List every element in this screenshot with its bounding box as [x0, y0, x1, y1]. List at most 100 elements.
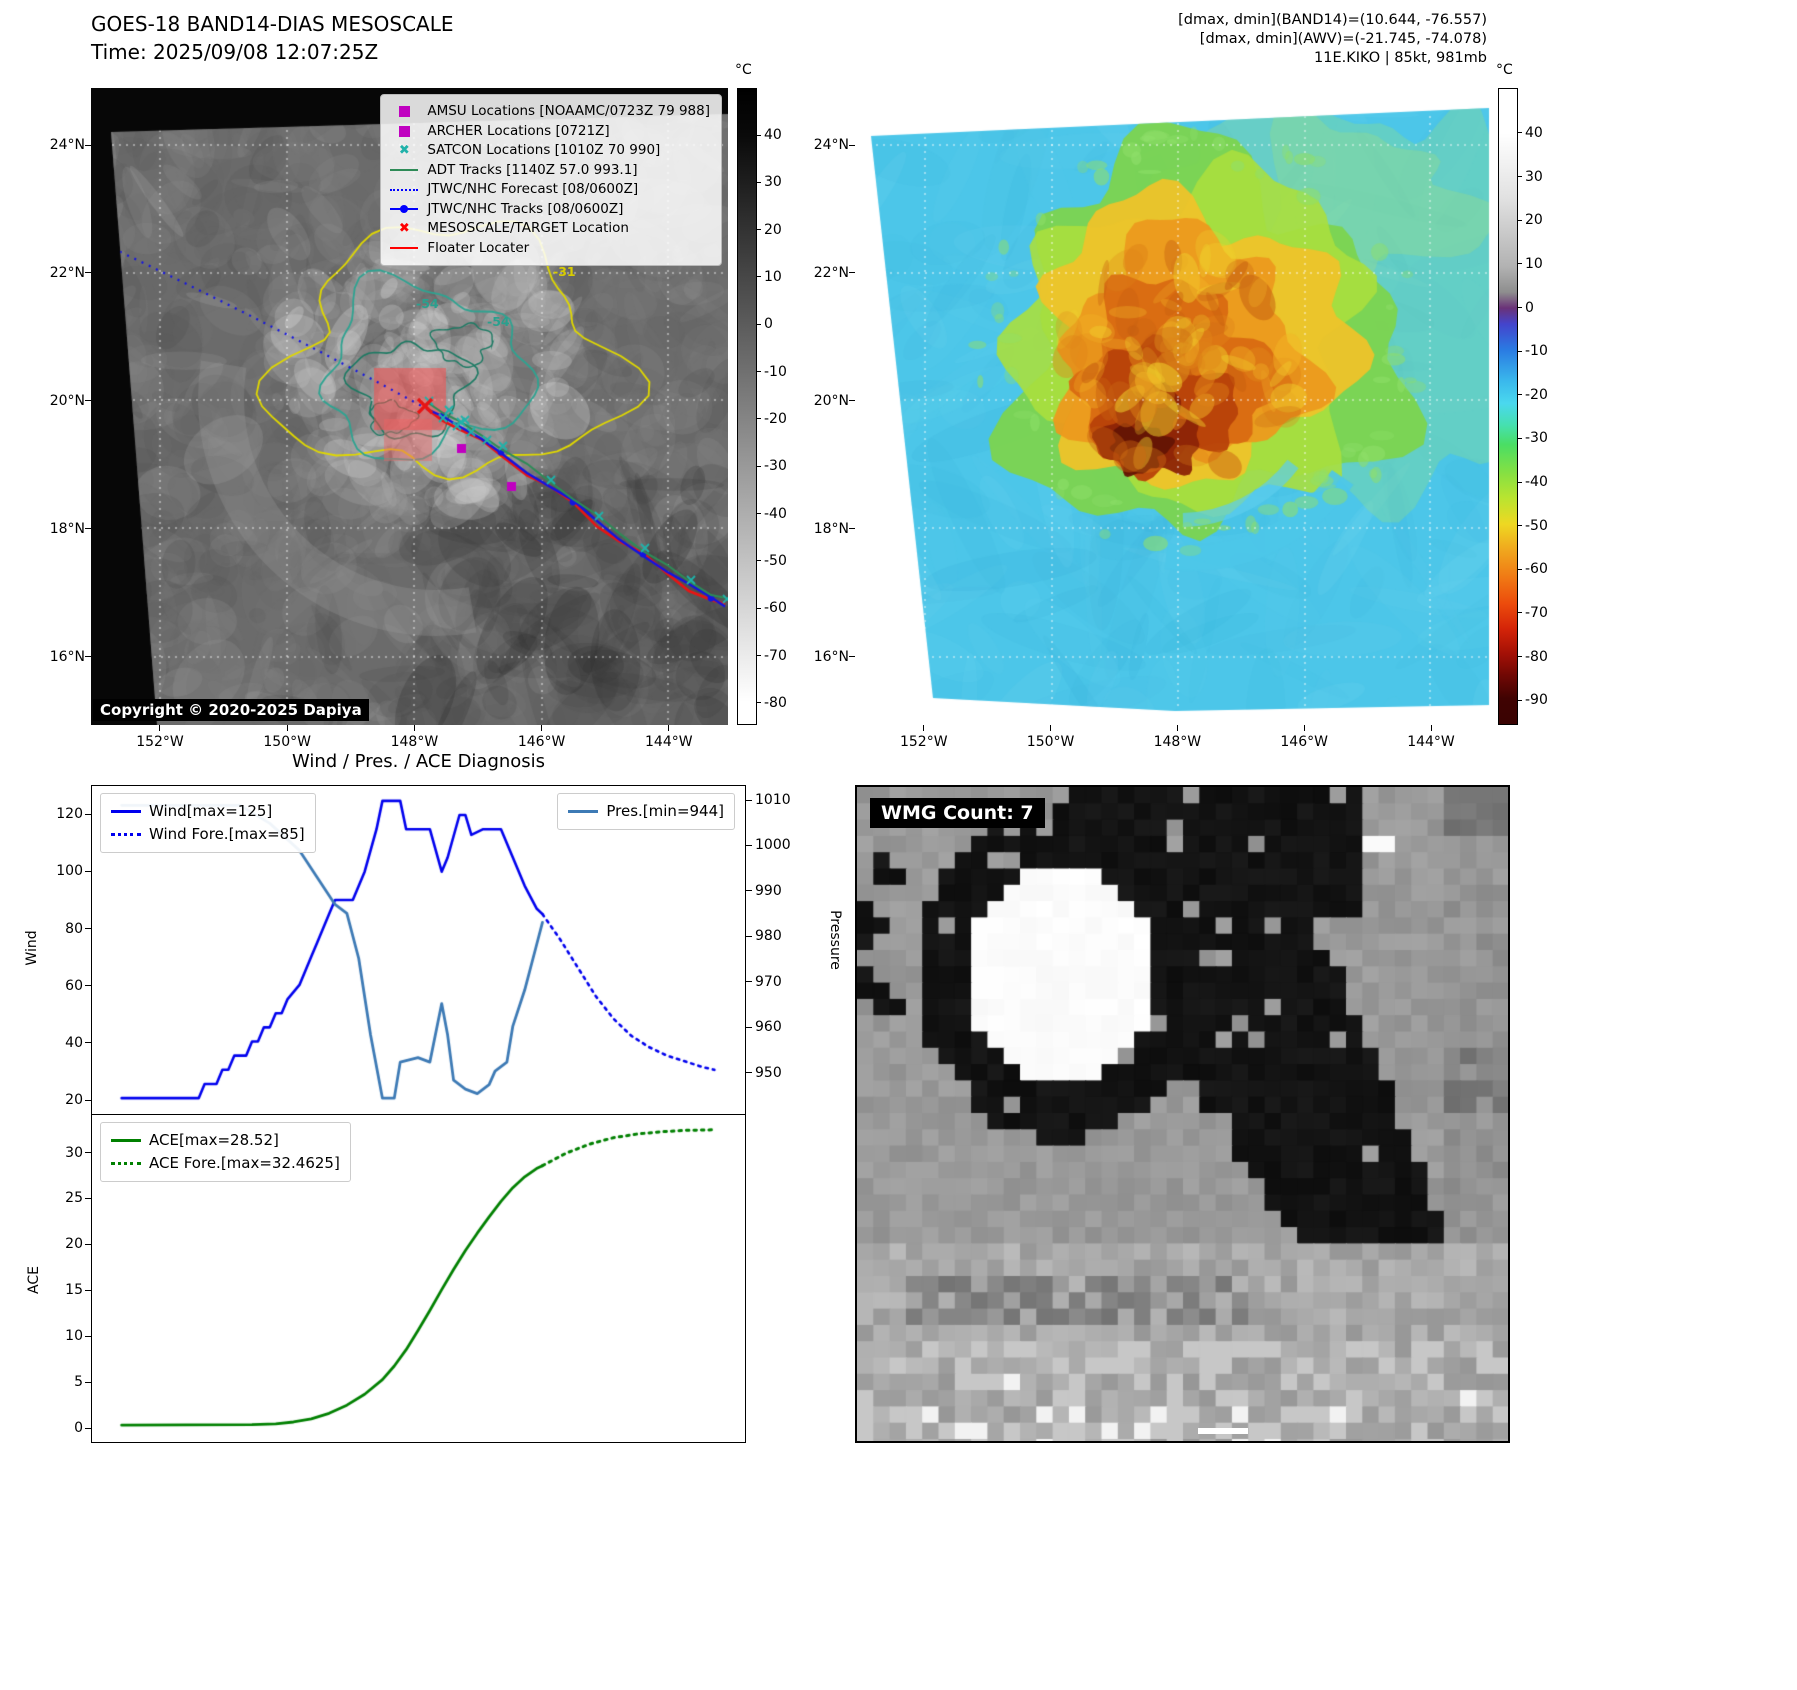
- y-tick-label: 980: [755, 928, 782, 945]
- lat-tick-label: 20°N: [813, 392, 849, 409]
- colorbar-tick: [1518, 219, 1522, 221]
- axis-tick: [85, 1427, 91, 1429]
- colorbar-unit-left: °C: [735, 62, 752, 78]
- axis-tick: [413, 725, 415, 731]
- axis-tick: [85, 928, 91, 930]
- y-tick-label: 1010: [755, 792, 791, 808]
- legend-item: Wind Fore.[max=85]: [111, 823, 305, 846]
- axis-tick: [1303, 725, 1305, 731]
- enhanced-colorbar: [1498, 88, 1518, 725]
- line-marker: [390, 169, 419, 172]
- y-tick-label: 1000: [755, 837, 791, 854]
- colorbar-tick: [757, 371, 761, 373]
- legend-item: ✖ SATCON Locations [1010Z 70 990]: [389, 141, 710, 161]
- axis-tick: [746, 935, 752, 937]
- legend-item: JTWC/NHC Tracks [08/0600Z]: [389, 200, 710, 220]
- colorbar-tick-label: 10: [1525, 255, 1543, 272]
- legend-label: ADT Tracks [1140Z 57.0 993.1]: [427, 161, 638, 178]
- legend-marker-line: [389, 247, 419, 250]
- y-tick-label: 970: [755, 973, 782, 990]
- legend-label: Pres.[min=944]: [606, 802, 724, 820]
- legend-item: AMSU Locations [NOAAMC/0723Z 79 988]: [389, 102, 710, 122]
- storm-id-intensity: 11E.KIKO | 85kt, 981mb: [1314, 50, 1487, 66]
- y-tick-label: 25: [65, 1190, 83, 1207]
- legend-marker-square: [389, 106, 419, 118]
- axis-tick: [746, 844, 752, 846]
- axis-tick: [85, 1197, 91, 1199]
- line-marker: [390, 205, 419, 214]
- axis-tick: [746, 799, 752, 801]
- colorbar-tick: [757, 134, 761, 136]
- grayscale-colorbar: [737, 88, 757, 725]
- colorbar-tick-label: -80: [764, 694, 787, 711]
- colorbar-tick-label: -30: [1525, 430, 1548, 447]
- colorbar-tick: [757, 418, 761, 420]
- y-tick-label: 960: [755, 1019, 782, 1036]
- y-tick-label: 80: [65, 920, 83, 937]
- colorbar-tick-label: -60: [764, 600, 787, 617]
- colorbar-tick: [757, 465, 761, 467]
- wind-pressure-chart: Wind[max=125] Wind Fore.[max=85] Pres.[mi…: [91, 785, 746, 1115]
- legend-item: Wind[max=125]: [111, 800, 305, 823]
- colorbar-tick-label: -30: [764, 458, 787, 475]
- axis-tick: [85, 1243, 91, 1245]
- legend-line-sample: [111, 1162, 141, 1165]
- axis-tick: [849, 144, 855, 146]
- colorbar-tick-label: 40: [764, 127, 782, 143]
- pressure-legend: Pres.[min=944]: [557, 793, 735, 830]
- axis-tick: [85, 1381, 91, 1383]
- colorbar-tick-label: -40: [764, 505, 787, 522]
- colorbar-tick-label: -20: [1525, 386, 1548, 403]
- legend-item: JTWC/NHC Forecast [08/0600Z]: [389, 180, 710, 200]
- axis-tick: [159, 725, 161, 731]
- axis-tick: [85, 813, 91, 815]
- lon-tick-label: 146°W: [1280, 734, 1328, 750]
- lon-tick-label: 146°W: [517, 734, 566, 750]
- axis-tick: [85, 400, 91, 402]
- lat-tick-label: 22°N: [49, 264, 85, 281]
- axis-tick: [746, 890, 752, 892]
- square-marker: [398, 125, 410, 137]
- y-tick-label: 60: [65, 977, 83, 994]
- legend-item: Pres.[min=944]: [568, 800, 724, 823]
- legend-label: Wind Fore.[max=85]: [149, 825, 305, 843]
- axis-tick: [85, 528, 91, 530]
- colorbar-tick: [1518, 350, 1522, 352]
- legend-item: ACE Fore.[max=32.4625]: [111, 1152, 340, 1175]
- lon-tick-label: 150°W: [1026, 734, 1075, 750]
- axis-tick: [1050, 725, 1052, 731]
- axis-tick: [85, 1099, 91, 1101]
- axis-tick: [746, 981, 752, 983]
- colorbar-tick-label: -50: [764, 552, 787, 569]
- axis-tick: [849, 528, 855, 530]
- colorbar-tick-label: 0: [764, 316, 773, 333]
- legend-marker-line: [389, 169, 419, 172]
- colorbar-tick: [757, 702, 761, 704]
- y-tick-label: 30: [65, 1144, 83, 1161]
- lat-tick-label: 18°N: [813, 520, 849, 537]
- colorbar-tick-label: -60: [1525, 561, 1548, 578]
- legend-label: ACE[max=28.52]: [149, 1131, 279, 1149]
- wmg-count-badge: WMG Count: 7: [870, 798, 1045, 828]
- legend-label: Floater Locater: [427, 239, 530, 256]
- lon-tick-label: 152°W: [899, 734, 948, 750]
- colorbar-tick-label: -10: [764, 363, 787, 380]
- legend-line-sample: [111, 1139, 141, 1142]
- colorbar-tick: [1518, 656, 1522, 658]
- contour-label: -54: [487, 314, 510, 329]
- axis-tick: [923, 725, 925, 731]
- axis-tick: [85, 1289, 91, 1291]
- legend-label: JTWC/NHC Tracks [08/0600Z]: [427, 200, 624, 217]
- colorbar-tick: [1518, 699, 1522, 701]
- axis-tick: [849, 656, 855, 658]
- map-legend: AMSU Locations [NOAAMC/0723Z 79 988] ARCH…: [380, 94, 722, 266]
- colorbar-tick-label: -70: [1525, 604, 1548, 621]
- dmax-dmin-band14: [dmax, dmin](BAND14)=(10.644, -76.557): [1178, 12, 1487, 28]
- colorbar-tick: [757, 655, 761, 657]
- axis-tick: [668, 725, 670, 731]
- legend-label: MESOSCALE/TARGET Location: [427, 220, 629, 236]
- legend-item: ARCHER Locations [0721Z]: [389, 122, 710, 142]
- copyright-badge: Copyright © 2020-2025 Dapiya: [93, 699, 369, 721]
- colorbar-tick-label: -90: [1525, 692, 1548, 709]
